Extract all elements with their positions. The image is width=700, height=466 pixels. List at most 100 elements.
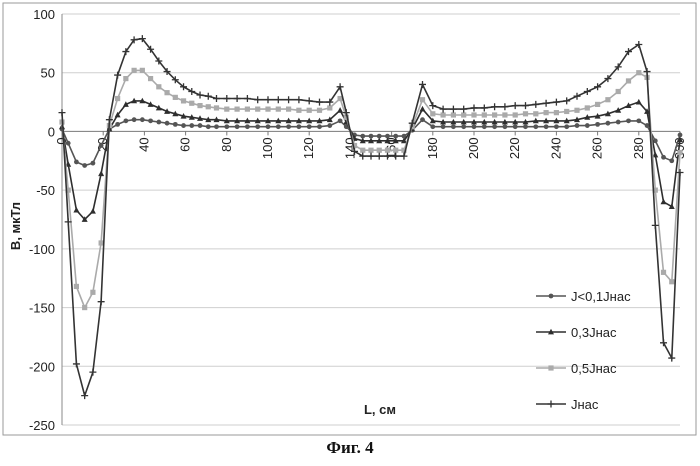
- data-point: [74, 284, 79, 289]
- data-point: [214, 124, 219, 129]
- data-point: [132, 68, 137, 73]
- data-point: [198, 123, 203, 128]
- data-point: [549, 294, 554, 299]
- data-point: [99, 143, 104, 148]
- data-point: [669, 279, 674, 284]
- data-point: [245, 107, 250, 112]
- data-point: [564, 124, 569, 129]
- data-point: [132, 117, 137, 122]
- data-point: [503, 124, 508, 129]
- data-point: [482, 124, 487, 129]
- data-point: [385, 148, 390, 153]
- data-point: [574, 108, 579, 113]
- data-point: [266, 124, 271, 129]
- data-point: [544, 124, 549, 129]
- data-point: [265, 107, 270, 112]
- data-point: [451, 124, 456, 129]
- x-tick-label: 120: [301, 137, 316, 159]
- x-tick-label: 260: [590, 137, 605, 159]
- data-point: [441, 112, 446, 117]
- data-point: [224, 107, 229, 112]
- data-point: [420, 117, 425, 122]
- data-point: [554, 124, 559, 129]
- data-point: [492, 124, 497, 129]
- data-point: [661, 270, 666, 275]
- data-point: [82, 163, 87, 168]
- data-point: [148, 76, 153, 81]
- data-point: [286, 124, 291, 129]
- y-tick-label: -100: [29, 242, 55, 257]
- data-point: [677, 150, 682, 155]
- y-tick-label: -250: [29, 418, 55, 433]
- data-point: [471, 112, 476, 117]
- data-point: [461, 112, 466, 117]
- x-tick-label: 240: [548, 137, 563, 159]
- data-point: [123, 76, 128, 81]
- y-tick-label: 50: [41, 66, 55, 81]
- data-point: [533, 111, 538, 116]
- data-point: [74, 160, 79, 165]
- x-tick-label: 60: [178, 137, 193, 151]
- data-point: [317, 124, 322, 129]
- data-point: [235, 124, 240, 129]
- data-point: [123, 118, 128, 123]
- x-tick-label: 80: [219, 137, 234, 151]
- data-point: [255, 107, 260, 112]
- data-point: [636, 70, 641, 75]
- data-point: [548, 365, 553, 370]
- data-point: [451, 112, 456, 117]
- data-point: [502, 112, 507, 117]
- data-point: [255, 124, 260, 129]
- data-point: [377, 148, 382, 153]
- data-point: [338, 118, 343, 123]
- data-point: [606, 121, 611, 126]
- data-point: [66, 141, 71, 146]
- data-point: [140, 68, 145, 73]
- data-point: [393, 148, 398, 153]
- y-tick-label: -200: [29, 359, 55, 374]
- data-point: [544, 110, 549, 115]
- data-point: [115, 122, 120, 127]
- x-tick-label: 200: [466, 137, 481, 159]
- y-tick-label: -50: [36, 183, 55, 198]
- data-point: [626, 118, 631, 123]
- data-point: [585, 123, 590, 128]
- data-point: [173, 95, 178, 100]
- legend-label: 0,5Jнас: [571, 361, 617, 376]
- data-point: [173, 122, 178, 127]
- y-tick-label: -150: [29, 301, 55, 316]
- data-point: [661, 155, 666, 160]
- data-point: [472, 124, 477, 129]
- data-point: [595, 102, 600, 107]
- data-point: [82, 305, 87, 310]
- data-point: [297, 124, 302, 129]
- data-point: [206, 104, 211, 109]
- data-point: [91, 161, 96, 166]
- data-point: [235, 107, 240, 112]
- data-point: [148, 118, 153, 123]
- x-tick-label: 100: [260, 137, 275, 159]
- data-point: [533, 124, 538, 129]
- data-point: [420, 97, 425, 102]
- data-point: [189, 101, 194, 106]
- data-point: [296, 108, 301, 113]
- data-point: [461, 124, 466, 129]
- data-point: [368, 148, 373, 153]
- data-point: [181, 98, 186, 103]
- data-point: [575, 123, 580, 128]
- data-point: [595, 122, 600, 127]
- data-point: [276, 124, 281, 129]
- data-point: [564, 109, 569, 114]
- data-point: [181, 123, 186, 128]
- data-point: [626, 78, 631, 83]
- legend-label: 0,3Jнас: [571, 325, 617, 340]
- data-point: [482, 112, 487, 117]
- data-point: [513, 112, 518, 117]
- data-point: [669, 158, 674, 163]
- x-tick-label: 220: [507, 137, 522, 159]
- data-point: [214, 105, 219, 110]
- legend-label: Jнас: [571, 397, 599, 412]
- data-point: [605, 97, 610, 102]
- data-point: [189, 123, 194, 128]
